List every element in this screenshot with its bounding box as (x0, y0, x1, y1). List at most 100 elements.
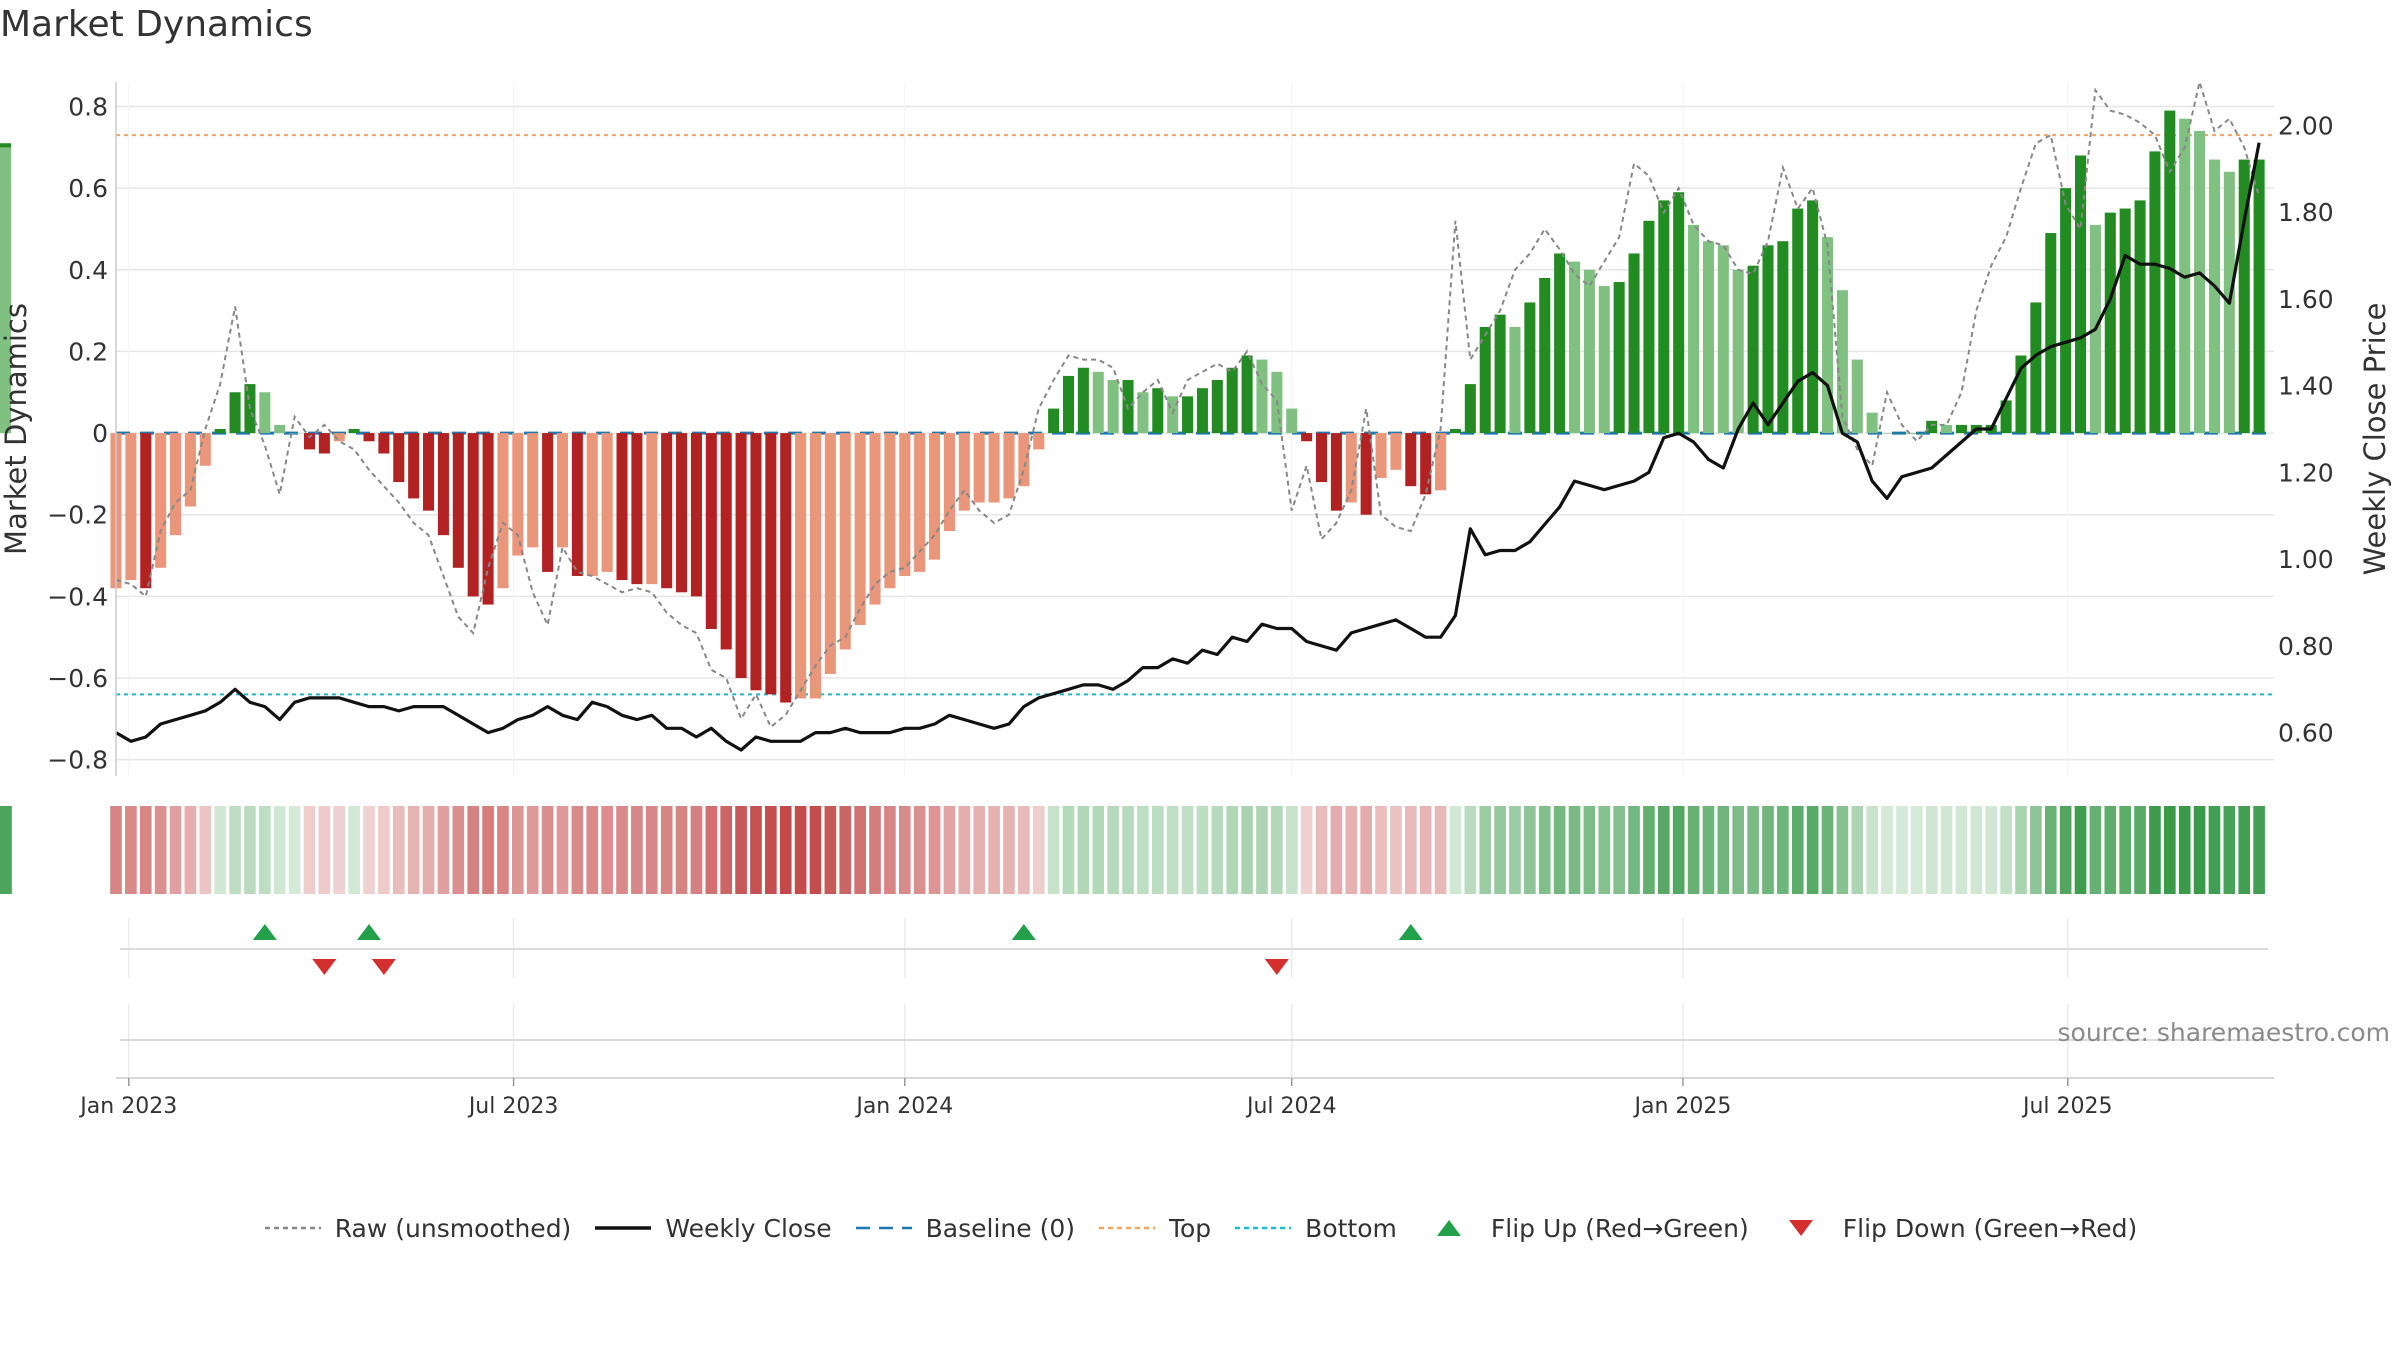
regime-cell (1538, 806, 1551, 894)
dynamics-bar (1435, 433, 1447, 491)
dynamics-bar (2134, 200, 2146, 434)
dynamics-bar (527, 433, 539, 548)
dynamics-bar (1241, 355, 1253, 434)
regime-cell (705, 806, 718, 894)
dynamics-bar (750, 433, 762, 691)
regime-cell (2253, 806, 2265, 894)
y-tick-label: −0.6 (47, 664, 108, 693)
regime-cell (392, 806, 405, 894)
dynamics-bar (1449, 429, 1461, 434)
regime-cell (1449, 806, 1462, 894)
dynamics-bar (1792, 208, 1804, 434)
regime-cell (1702, 806, 1715, 894)
regime-cell (1256, 806, 1268, 894)
x-tick-label: Jan 2023 (78, 1094, 177, 1119)
regime-cell (1047, 806, 1060, 894)
regime-cell (765, 806, 777, 894)
regime-cell (809, 806, 822, 894)
flip-down-marker (1264, 959, 1289, 975)
regime-cell (601, 806, 613, 894)
axes: 0.8 0.6 0.4 0.2 0 −0.2 −0.4 −0.6 −0.8 2.00 1.80 1.6… (0, 82, 2392, 776)
regime-cell (988, 806, 1000, 894)
dynamics-bar (795, 433, 807, 699)
legend-swatch-icon (264, 1226, 321, 1230)
regime-cell (2134, 806, 2146, 894)
dynamics-bar (1836, 290, 1848, 434)
dynamics-bar (2149, 151, 2161, 434)
dynamics-bar (1539, 277, 1551, 434)
y2-tick-label: 1.40 (2278, 372, 2334, 401)
dynamics-bar (170, 433, 182, 536)
regime-cell (2059, 806, 2072, 894)
regime-cell (1717, 806, 1730, 894)
regime-cell (452, 806, 465, 894)
regime-cell (869, 806, 881, 894)
regime-cell (1419, 806, 1432, 894)
dynamics-bar (155, 433, 167, 568)
dynamics-bar (973, 433, 985, 503)
dynamics-bar (616, 433, 628, 581)
regime-cell (586, 806, 599, 894)
regime-cell (378, 806, 390, 894)
chart-title: Market Dynamics (0, 4, 313, 45)
dynamics-bar (958, 433, 970, 511)
regime-cell (259, 806, 271, 894)
dynamics-bar (2030, 302, 2042, 434)
regime-cell (2074, 806, 2087, 894)
y-tick-label: 0.2 (68, 337, 108, 366)
dynamics-bar (393, 433, 405, 483)
regime-cell (750, 806, 762, 894)
dynamics-bar (1881, 433, 1893, 434)
dynamics-bar (1896, 433, 1908, 434)
regime-cell (1181, 806, 1194, 894)
legend-swatch-icon (855, 1226, 912, 1230)
dynamics-bar (1583, 269, 1595, 434)
regime-cell (1553, 806, 1566, 894)
dynamics-bar (556, 433, 568, 548)
regime-cell (824, 806, 837, 894)
regime-cell (1762, 806, 1774, 894)
dynamics-bar (542, 433, 554, 572)
regime-cell (437, 806, 450, 894)
dynamics-bar (720, 433, 732, 650)
regime-cell (631, 806, 643, 894)
regime-cell (1613, 806, 1625, 894)
dynamics-bar (452, 433, 464, 568)
dynamics-bar (497, 433, 509, 589)
regime-cell (1479, 806, 1492, 894)
flip-up-marker (252, 924, 277, 940)
regime-cell (616, 806, 628, 894)
x-tick-label: Jul 2024 (1245, 1094, 1337, 1119)
dynamics-bar (1702, 241, 1714, 434)
regime-cell (1151, 806, 1164, 894)
dynamics-bar (1256, 359, 1268, 434)
dynamics-bar (631, 433, 643, 585)
regime-cell (1657, 806, 1670, 894)
legend-label: Bottom (1305, 1213, 1397, 1243)
regime-cell (2238, 806, 2251, 894)
regime-cell (407, 806, 420, 894)
x-tick-label: Jan 2025 (1632, 1094, 1731, 1119)
dynamics-bar (2208, 159, 2220, 434)
regime-cell (779, 806, 792, 894)
dynamics-bar (1092, 371, 1104, 434)
regime-cell (2178, 806, 2191, 894)
dynamics-bar (884, 433, 896, 589)
dynamics-bar (2075, 155, 2087, 434)
legend-label: Flip Down (Green→Red) (1842, 1213, 2138, 1243)
source-note: source: sharemaestro.com (2057, 1018, 2391, 1047)
legend-item-close: Weekly Close (593, 1214, 832, 1243)
y2-tick-label: 2.00 (2278, 111, 2334, 140)
regime-cell (497, 806, 509, 894)
dynamics-bar (1568, 261, 1581, 434)
regime-cell (794, 806, 807, 894)
regime-cell (125, 806, 137, 894)
regime-cell (645, 806, 658, 894)
dynamics-bar (854, 433, 866, 625)
regime-cell (273, 806, 286, 894)
dynamics-bar (1494, 314, 1506, 434)
y-tick-label: 0.6 (68, 174, 108, 203)
regime-cell (303, 806, 316, 894)
dynamics-bar (1226, 367, 1238, 434)
regime-cell (2015, 806, 2027, 894)
